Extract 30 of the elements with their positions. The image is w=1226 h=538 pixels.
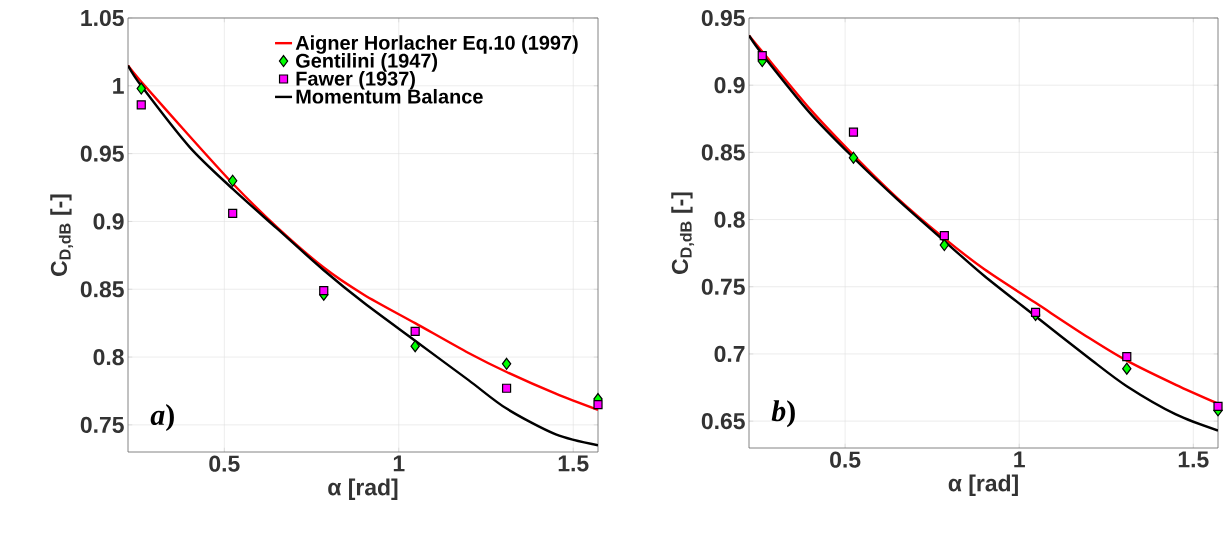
y-tick-label: 0.85 (80, 281, 124, 298)
y-tick-label: 0.95 (701, 9, 745, 27)
y-axis-title: C$_{D,dB}$ [-] (671, 192, 695, 274)
y-tick-label: 1.05 (81, 9, 124, 27)
y-tick-label: 0.85 (701, 144, 745, 161)
y-tick-label: 1 (113, 77, 124, 94)
annotation: b) (771, 400, 795, 428)
x-axis-title: α [rad] (948, 474, 1018, 496)
legend-label: Momentum Balance (296, 88, 483, 104)
x-axis-title: α [rad] (328, 478, 398, 500)
y-tick-label: 0.75 (80, 416, 124, 433)
x-tick-label: 0.5 (209, 455, 240, 472)
y-tick-label: 0.8 (93, 348, 124, 366)
x-tick-label: 1 (393, 455, 405, 472)
y-tick-label: 0.9 (93, 213, 124, 230)
legend-label: Fawer (1937) (296, 71, 415, 90)
legend-label: Aigner Horlacher Eq.10 (1997) (295, 35, 578, 54)
y-tick-label: 0.65 (701, 413, 745, 430)
y-tick-label: 0.75 (701, 278, 745, 295)
x-tick-label: 0.5 (830, 451, 861, 468)
y-axis-title: C$_{D,dB}$ [-] (50, 194, 74, 276)
x-tick-label: 1 (1014, 451, 1025, 468)
x-tick-label: 1.5 (1178, 451, 1209, 468)
y-tick-label: 0.9 (714, 77, 745, 94)
y-tick-label: 0.8 (714, 211, 745, 228)
y-tick-label: 0.7 (714, 345, 745, 363)
annotation: a) (150, 404, 174, 432)
y-tick-label: 0.95 (80, 145, 124, 162)
x-tick-label: 1.5 (558, 455, 589, 472)
legend-label: Gentilini (1947) (296, 53, 438, 72)
